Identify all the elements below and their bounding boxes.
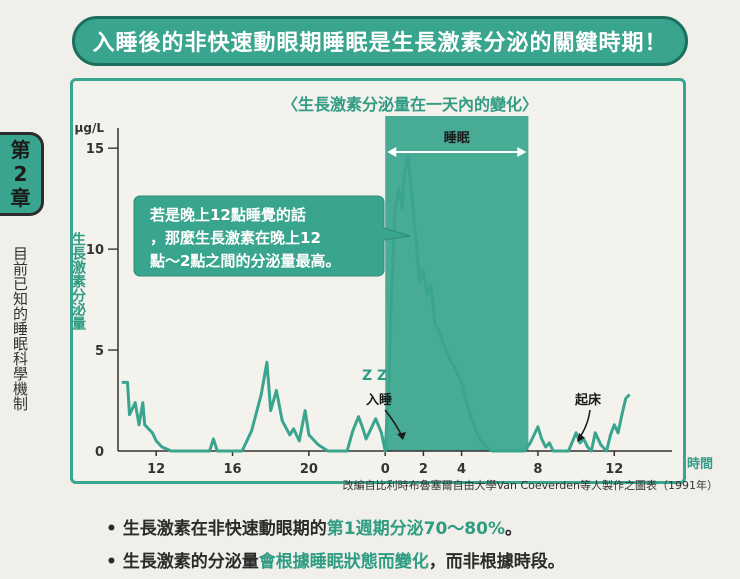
chart-frame <box>70 78 686 484</box>
bullet-2: • 生長激素的分泌量會根據睡眠狀態而變化，而非根據時段。 <box>106 547 565 572</box>
callout-line-3: 點～2點之間的分泌量最高。 <box>150 252 340 270</box>
x-tick-label: 2 <box>419 462 428 477</box>
bullet-1-dot: • <box>106 519 123 539</box>
sleep-onset-label: 入睡 <box>366 392 392 408</box>
secretion-line <box>121 154 631 453</box>
y-tick-label: 10 <box>86 243 104 258</box>
x-tick-label: 12 <box>605 462 623 477</box>
sleep-band-label: 睡眠 <box>444 130 470 146</box>
y-unit-label: μg/L <box>75 121 105 135</box>
bullet-2-post: ，而非根據時段。 <box>428 552 565 572</box>
y-tick-label: 15 <box>86 142 104 157</box>
bullet-2-highlight: 會根據睡眠狀態而變化 <box>258 552 429 572</box>
x-tick-label: 0 <box>381 462 390 477</box>
y-tick-label: 0 <box>95 445 104 460</box>
x-tick-label: 8 <box>533 462 542 477</box>
page-banner: 入睡後的非快速動眼期睡眠是生長激素分泌的關鍵時期！ <box>72 16 688 66</box>
wake-label: 起床 <box>574 392 602 408</box>
chapter-label-num: 2 <box>13 162 28 186</box>
sleep-arrow-right <box>517 147 527 157</box>
callout-line-2: ，那麼生長激素在晚上12 <box>150 229 321 247</box>
bullet-1-pre: 生長激素在非快速動眼期的 <box>122 519 327 539</box>
x-tick-label: 4 <box>457 462 466 477</box>
x-tick-label: 16 <box>223 462 241 477</box>
x-tick-label: 20 <box>300 462 318 477</box>
bullet-1-highlight: 第1週期分泌70～80% <box>326 519 505 539</box>
x-axis-label: 時間 <box>687 456 713 472</box>
y-tick-label: 5 <box>95 344 104 359</box>
zzz-mark: Z Z <box>362 368 387 384</box>
bullet-1-post: 。 <box>504 519 522 539</box>
bullet-2-pre: 生長激素的分泌量 <box>122 552 259 572</box>
callout-shape <box>133 195 411 277</box>
sleep-onset-arrowhead <box>397 432 406 440</box>
callout-line-1: 若是晚上12點睡覺的話 <box>149 206 306 224</box>
chapter-subtitle: 目前已知的睡眠科學機制 <box>11 246 29 411</box>
y-axis-label: 生長激素分泌量 <box>70 231 86 331</box>
chapter-label-top: 第 <box>10 138 31 162</box>
callout-bubble: 若是晚上12點睡覺的話 ，那麼生長激素在晚上12 點～2點之間的分泌量最高。 <box>133 195 411 277</box>
banner-title: 入睡後的非快速動眼期睡眠是生長激素分泌的關鍵時期！ <box>92 31 668 56</box>
bullet-2-dot: • <box>106 552 123 572</box>
chart-title: 〈生長激素分泌量在一天內的變化〉 <box>282 95 538 114</box>
chapter-tab: 第 2 章 <box>0 132 44 216</box>
wake-arrowhead <box>577 433 585 442</box>
chart-source: 改編自比利時布魯塞爾自由大學Van Coeverden等人製作之圖表（1991年… <box>343 478 718 492</box>
x-tick-label: 12 <box>147 462 165 477</box>
bullet-1: • 生長激素在非快速動眼期的第1週期分泌70～80%。 <box>106 514 522 539</box>
chapter-label-bottom: 章 <box>10 186 31 210</box>
sleep-arrow-left <box>387 147 397 157</box>
